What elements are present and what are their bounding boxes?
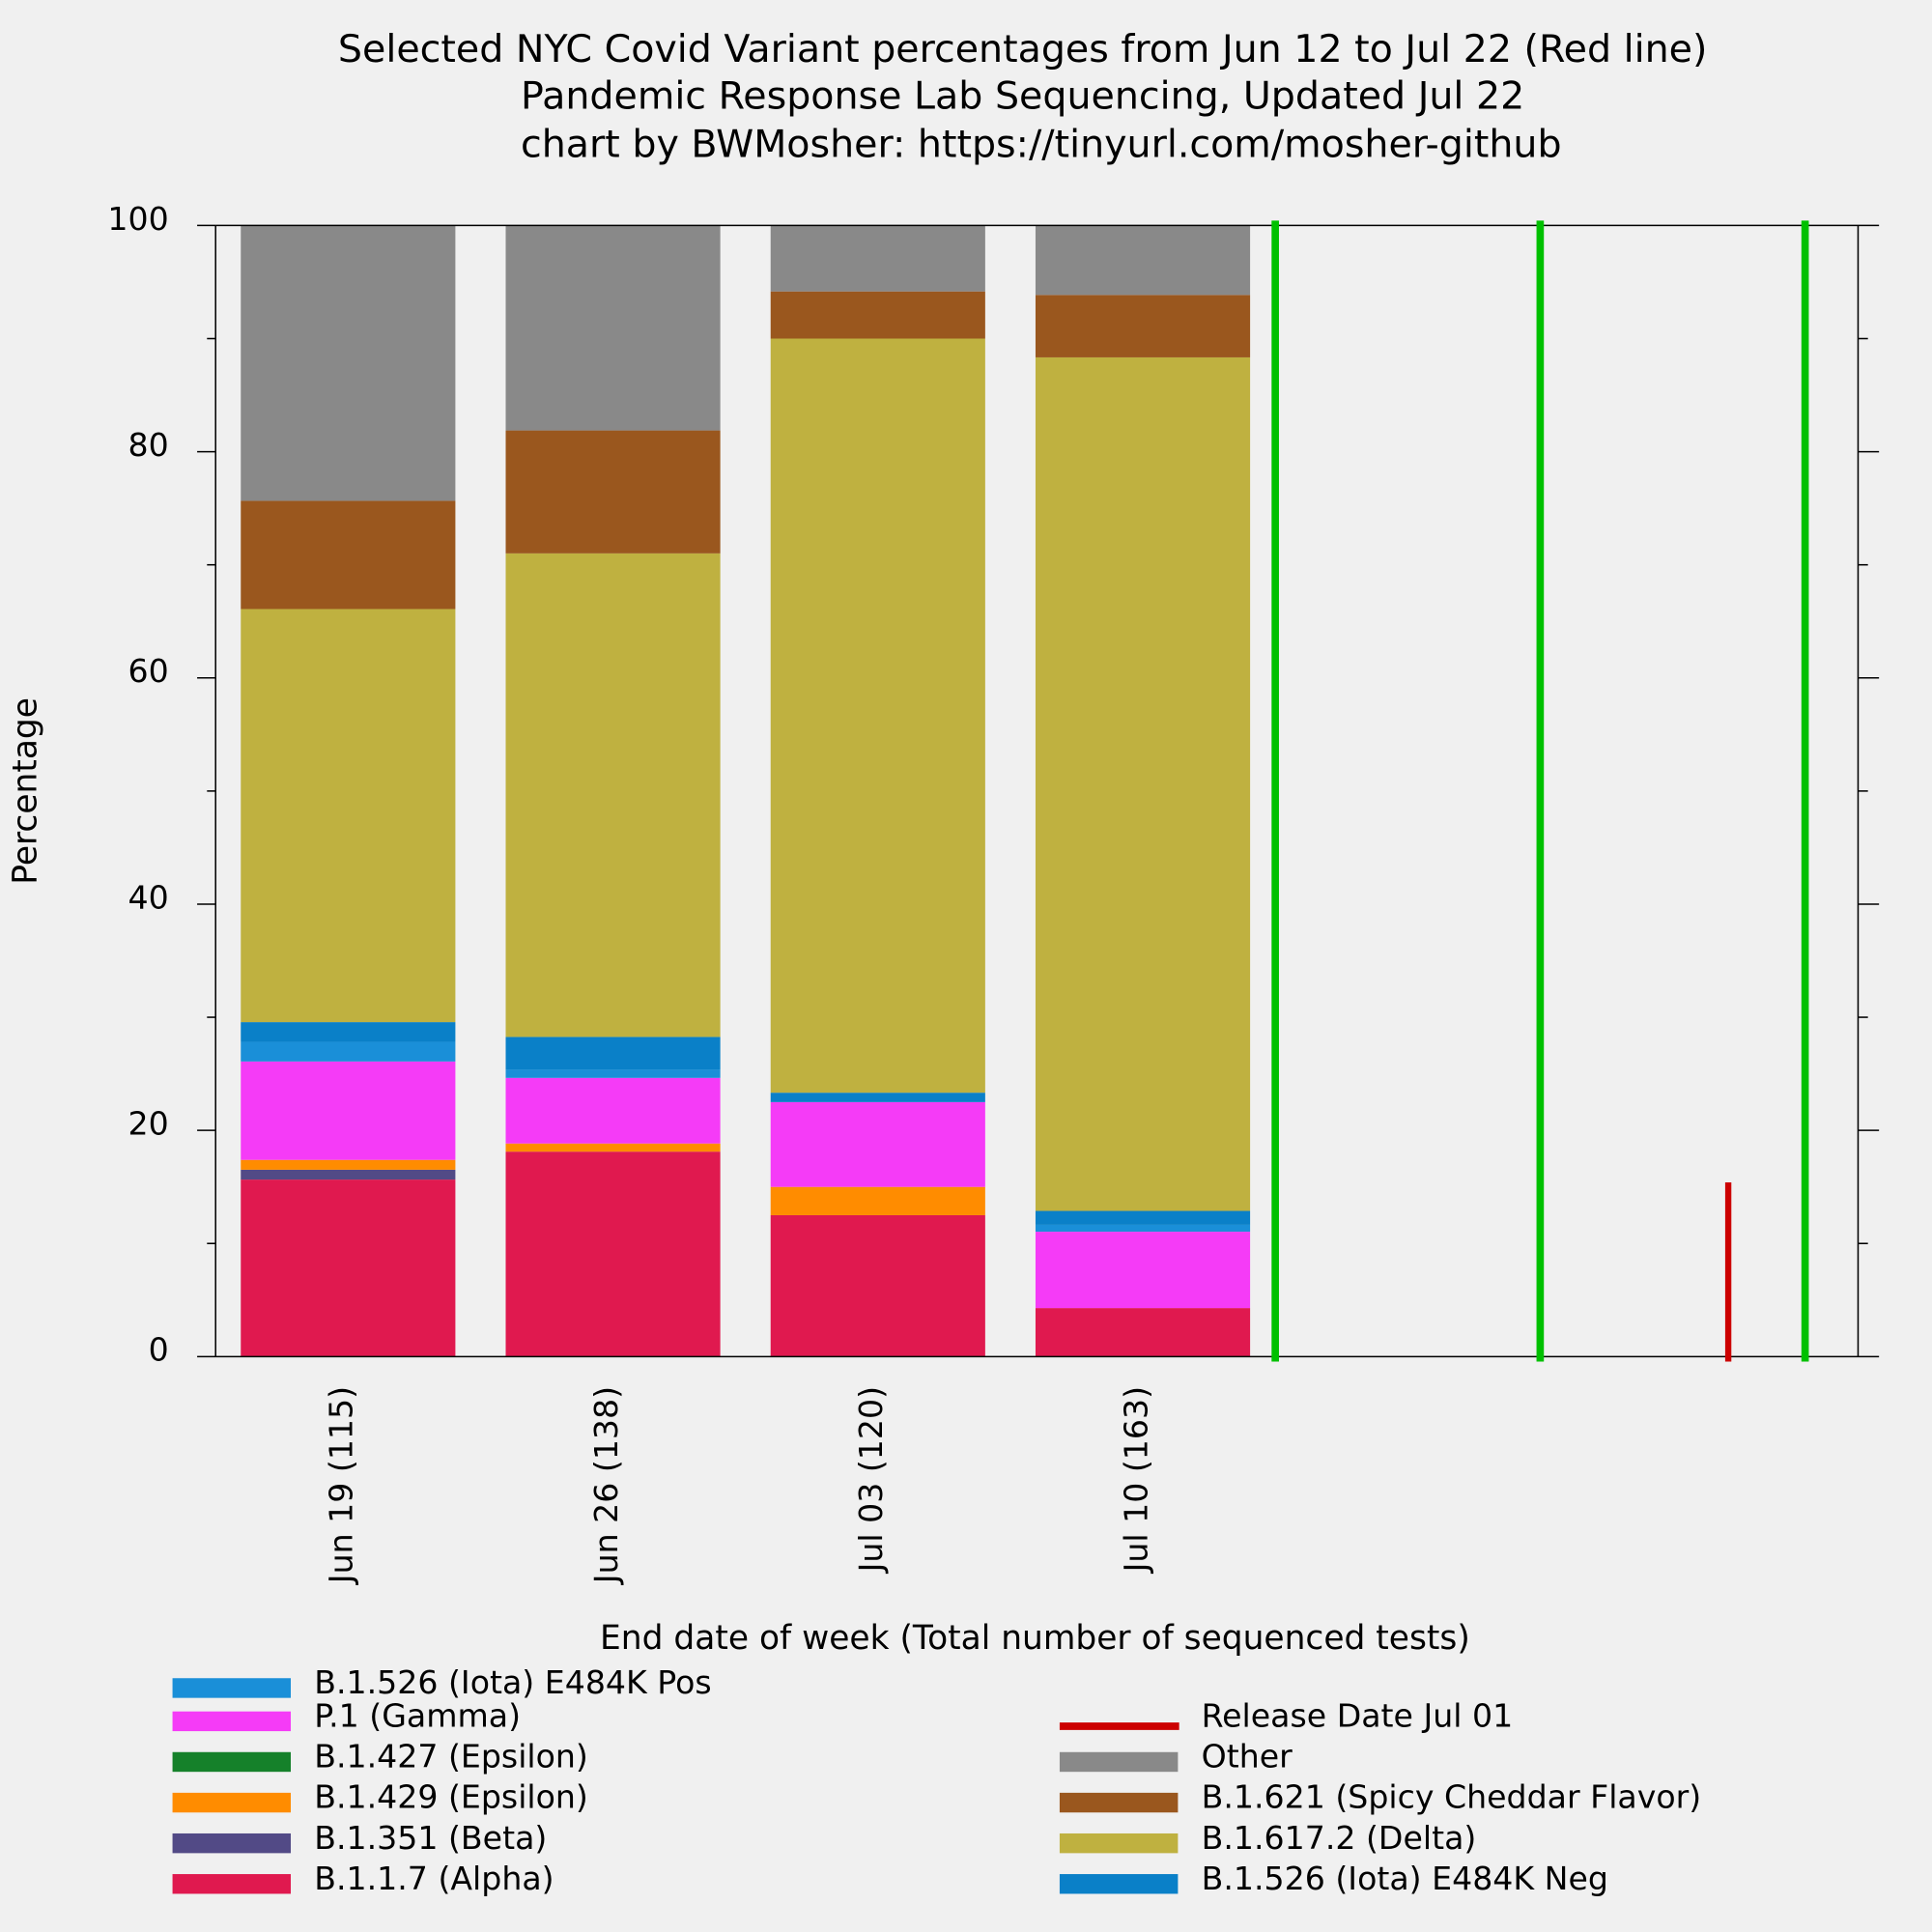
legend-label: P.1 (Gamma)	[314, 1697, 521, 1735]
legend-swatch	[1059, 1751, 1179, 1773]
legend-swatch	[1059, 1874, 1179, 1894]
legend-label: B.1.526 (Iota) E484K Neg	[1202, 1860, 1608, 1897]
bar-segment	[241, 1061, 456, 1160]
bar-segment	[1035, 225, 1251, 296]
legend-swatch	[172, 1678, 292, 1698]
y-tick-label: 80	[128, 426, 169, 464]
legend-label: B.1.617.2 (Delta)	[1202, 1819, 1477, 1857]
legend-swatch	[172, 1711, 292, 1732]
bar-segment	[1035, 1232, 1251, 1309]
bar-segment	[1035, 295, 1251, 357]
legend-label: B.1.351 (Beta)	[314, 1819, 547, 1857]
legend-swatch	[172, 1833, 292, 1854]
bar-segment	[770, 291, 985, 339]
y-tick-label: 40	[128, 878, 169, 916]
legend-label: Other	[1202, 1738, 1293, 1776]
y-axis-label: Percentage	[7, 697, 45, 885]
bar-segment	[241, 1159, 456, 1170]
legend-swatch	[172, 1792, 292, 1813]
chart-credit: chart by BWMosher: https://tinyurl.com/m…	[521, 122, 1562, 166]
legend-label: Release Date Jul 01	[1202, 1697, 1514, 1735]
legend-swatch	[1059, 1792, 1179, 1813]
chart-subtitle: Pandemic Response Lab Sequencing, Update…	[521, 74, 1524, 119]
legend-label: B.1.621 (Spicy Cheddar Flavor)	[1202, 1778, 1702, 1816]
bar-segment	[241, 225, 456, 501]
x-tick-label: Jun 26 (138)	[587, 1386, 625, 1585]
bar-segment	[1035, 1224, 1251, 1233]
bar-segment	[241, 1022, 456, 1042]
x-axis-label: End date of week (Total number of sequen…	[600, 1619, 1470, 1658]
bar-segment	[241, 500, 456, 610]
legend-swatch	[172, 1874, 292, 1894]
legend-label: B.1.526 (Iota) E484K Pos	[314, 1663, 711, 1701]
bar-segment	[241, 1179, 456, 1357]
bar-segment	[505, 1151, 721, 1357]
y-tick-label: 100	[107, 200, 168, 238]
legend-label: B.1.427 (Epsilon)	[314, 1738, 588, 1776]
bar-segment	[241, 1041, 456, 1062]
y-tick-label: 0	[149, 1331, 169, 1369]
x-tick-label: Jul 03 (120)	[852, 1386, 890, 1574]
bar-segment	[1035, 356, 1251, 1211]
bar-segment	[505, 430, 721, 554]
bar-segment	[770, 338, 985, 1094]
bar-segment	[505, 1143, 721, 1152]
x-tick-label: Jun 19 (115)	[323, 1386, 360, 1585]
bar-segment	[505, 1077, 721, 1144]
y-tick-label: 60	[128, 652, 169, 690]
bar-segment	[505, 225, 721, 431]
bar-segment	[1035, 1210, 1251, 1225]
bar-segment	[505, 1037, 721, 1070]
legend-swatch	[172, 1751, 292, 1773]
legend-label: B.1.429 (Epsilon)	[314, 1778, 588, 1816]
x-tick-label: Jul 10 (163)	[1117, 1386, 1154, 1574]
legend-label: B.1.1.7 (Alpha)	[314, 1860, 554, 1897]
bar-segment	[241, 609, 456, 1023]
bar-segment	[770, 1101, 985, 1187]
bar-segment	[770, 1186, 985, 1215]
bar-segment	[770, 1093, 985, 1102]
bar-segment	[241, 1169, 456, 1180]
bar-segment	[505, 1069, 721, 1078]
bar-segment	[1035, 1308, 1251, 1357]
bar-segment	[770, 225, 985, 292]
y-tick-label: 20	[128, 1105, 169, 1143]
chart-title: Selected NYC Covid Variant percentages f…	[338, 27, 1707, 71]
legend-swatch	[1059, 1833, 1179, 1854]
bar-segment	[505, 553, 721, 1037]
bar-segment	[770, 1214, 985, 1357]
